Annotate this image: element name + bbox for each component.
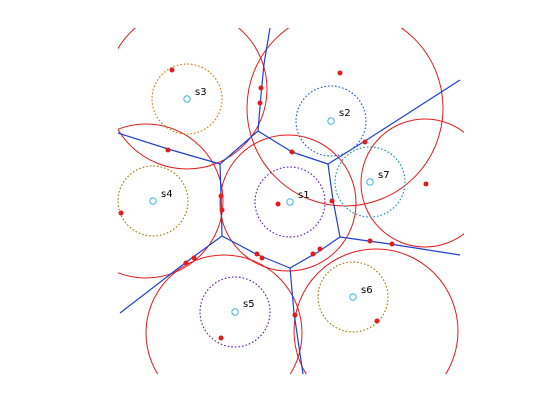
boundary-edge	[221, 235, 259, 256]
boundary-edge	[332, 199, 341, 238]
boundary-edge	[289, 267, 295, 314]
red-point	[374, 318, 380, 324]
red-points	[118, 67, 429, 341]
boundary-edge	[293, 312, 304, 375]
red-point	[259, 255, 265, 261]
site-markers	[149, 95, 374, 316]
red-point	[310, 251, 316, 257]
boundary-edge	[389, 243, 461, 256]
large-circle-s7	[360, 118, 464, 248]
red-point	[218, 335, 224, 341]
red-point	[362, 139, 368, 145]
dotted-circle-s7	[334, 146, 406, 218]
boundary-edge	[339, 236, 391, 245]
boundary-edge	[257, 94, 262, 132]
boundary-edge	[257, 130, 293, 153]
red-point	[258, 85, 264, 91]
site-marker-s7	[366, 178, 374, 186]
large-circle-s4	[118, 123, 224, 279]
boundary-edge	[263, 27, 271, 65]
dotted-circle-s3	[151, 63, 223, 135]
site-label-s6: s6	[361, 285, 373, 296]
red-point	[317, 246, 323, 252]
red-point	[389, 241, 395, 247]
red-point	[367, 238, 373, 244]
site-marker-s3	[183, 95, 191, 103]
site-marker-s6	[349, 293, 357, 301]
site-marker-s4	[149, 197, 157, 205]
red-point	[254, 251, 260, 257]
red-point	[118, 210, 124, 216]
dotted-circle-s1	[254, 166, 326, 238]
boundary-edge	[364, 79, 461, 142]
red-point	[219, 207, 225, 213]
boundary-edge	[219, 130, 259, 165]
dotted-circle-s2	[295, 85, 367, 157]
site-label-s2: s2	[339, 108, 351, 119]
site-marker-s1	[286, 198, 294, 206]
red-point	[329, 198, 335, 204]
boundary-edge	[327, 163, 334, 201]
boundary-edge	[291, 151, 329, 165]
boundary-edge	[327, 140, 366, 165]
red-point	[183, 260, 189, 266]
site-marker-s5	[231, 308, 239, 316]
red-point	[337, 70, 343, 76]
red-point	[165, 147, 171, 153]
large-circles	[118, 28, 464, 374]
boundary-edge	[184, 235, 223, 264]
boundary-edge	[117, 132, 169, 150]
dotted-circle-s4	[117, 165, 189, 237]
boundary-edge	[119, 262, 186, 314]
dotted-circles	[117, 63, 406, 348]
site-label-s7: s7	[378, 170, 390, 181]
site-label-s3: s3	[195, 87, 207, 98]
dotted-circle-s5	[199, 276, 271, 348]
site-label-s5: s5	[243, 299, 255, 310]
large-circle-s5	[145, 254, 303, 374]
red-point	[191, 255, 197, 261]
large-circle-s1	[219, 134, 357, 272]
dotted-circle-s6	[317, 261, 389, 333]
boundary-edges	[117, 27, 461, 375]
site-label-s1: s1	[298, 190, 310, 201]
site-marker-s2	[327, 117, 335, 125]
red-point	[275, 201, 281, 207]
site-label-s4: s4	[161, 189, 173, 200]
large-circle-s6	[293, 248, 459, 374]
large-circle-s3	[118, 28, 268, 170]
site-labels: s1 s2 s3 s4 s5 s6 s7	[161, 87, 390, 310]
red-point	[169, 67, 175, 73]
boundary-edge	[219, 163, 222, 196]
boundary-edge	[220, 194, 223, 237]
boundary-edge	[167, 148, 221, 165]
red-point	[218, 193, 224, 199]
red-point	[257, 100, 263, 106]
red-point	[289, 149, 295, 155]
red-point	[292, 312, 298, 318]
red-point	[423, 181, 429, 187]
